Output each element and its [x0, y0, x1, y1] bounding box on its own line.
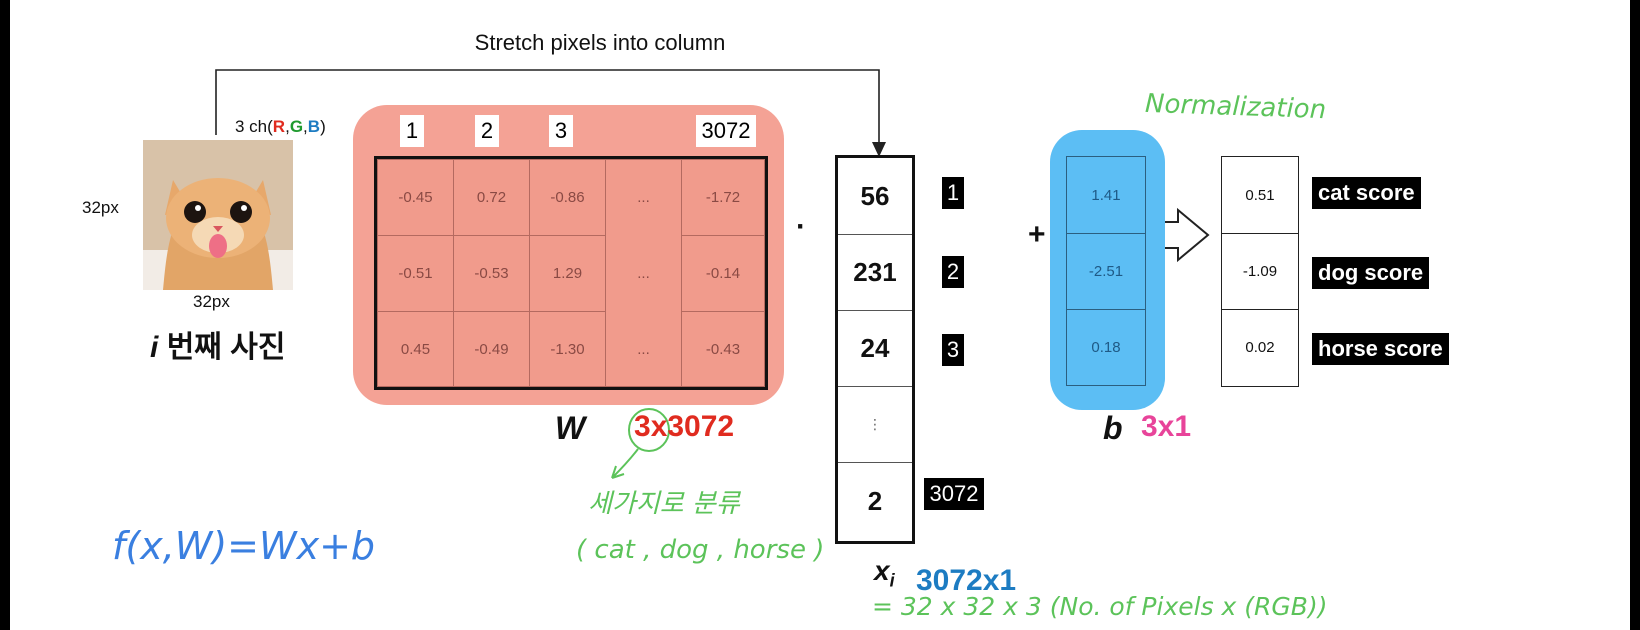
channel-g: G	[289, 117, 304, 136]
channel-b: B	[307, 117, 321, 136]
height-label: 32px	[82, 198, 119, 217]
image-caption: i 번째 사진	[150, 331, 286, 364]
diagram-canvas: Stretch pixels into column 3 ch(R,G,B) 3…	[10, 0, 1630, 630]
bias-cell: 1.41	[1067, 157, 1145, 234]
stretch-arrowhead	[872, 142, 886, 157]
formula-note: f(x,W)=Wx+b	[112, 524, 376, 568]
weight-cell: 0.45	[377, 311, 454, 387]
weight-cell: 1.29	[529, 235, 606, 312]
cat-photo	[143, 140, 293, 290]
bias-symbol: b	[1103, 410, 1123, 446]
weight-cell: 0.72	[453, 159, 530, 236]
weight-col-label: 3072	[696, 115, 756, 147]
weight-ellipsis-column	[605, 159, 682, 387]
handdrawn-circle-icon	[628, 408, 670, 452]
x-dims: 3072x1	[916, 564, 1017, 597]
classes-korean-note: 세가지로 분류	[588, 489, 740, 519]
weight-ellipsis: ...	[637, 189, 650, 206]
channels-label: 3 ch(R,G,B)	[235, 117, 326, 136]
weight-ellipsis: ...	[637, 265, 650, 282]
weight-matrix: -0.45 0.72 -0.86 -1.72 -0.51 -0.53 1.29 …	[374, 156, 768, 390]
weight-cell: -0.51	[377, 235, 454, 312]
plus-operator: +	[1028, 218, 1046, 251]
bias-cell: -2.51	[1067, 233, 1145, 310]
weight-col-label: 1	[400, 115, 424, 147]
weight-col-label: 2	[475, 115, 499, 147]
stretch-arrow-line	[215, 69, 880, 150]
pixel-value-cell: 56	[838, 158, 912, 235]
horse-score-label: horse score	[1312, 333, 1449, 365]
handdrawn-pointer-icon	[611, 448, 639, 479]
weight-col-label: 3	[549, 115, 573, 147]
pixel-value-cell: 24	[838, 310, 912, 387]
channel-r: R	[272, 117, 286, 136]
width-label: 32px	[193, 292, 230, 311]
pixel-index-label: 2	[942, 256, 964, 288]
pixel-value-cell: 231	[838, 234, 912, 311]
pixel-ellipsis-cell: ⋮	[838, 386, 912, 463]
normalization-note: Normalization	[1144, 88, 1327, 126]
weight-cell: -0.14	[681, 235, 765, 312]
pixel-column-vector: 56 231 24 ⋮ 2	[835, 155, 915, 544]
weight-cell: -0.86	[529, 159, 606, 236]
diagram-title: Stretch pixels into column	[474, 30, 726, 55]
pixel-index-label: 3072	[924, 478, 984, 510]
weight-cell: -1.72	[681, 159, 765, 236]
pixel-index-label: 3	[942, 334, 964, 366]
weight-cell: -1.30	[529, 311, 606, 387]
weight-cell: -0.53	[453, 235, 530, 312]
pixel-value-cell: 2	[867, 486, 883, 516]
weight-cell: -0.49	[453, 311, 530, 387]
score-cell: -1.09	[1222, 233, 1298, 310]
bias-vector: 1.41 -2.51 0.18	[1066, 156, 1146, 386]
bias-dims: 3x1	[1141, 410, 1192, 443]
weight-dims: 3x3072	[634, 410, 735, 443]
connector-lines	[215, 69, 1210, 479]
score-vector: 0.51 -1.09 0.02	[1221, 156, 1299, 387]
weight-symbol: W	[555, 410, 586, 446]
pixel-index-label: 1	[942, 177, 964, 209]
dog-score-label: dog score	[1312, 257, 1430, 289]
bias-cell: 0.18	[1091, 338, 1121, 356]
weight-ellipsis: ...	[637, 340, 650, 358]
weight-cell: -0.45	[377, 159, 454, 236]
weight-cell: -0.43	[681, 311, 765, 387]
pixels-note: = 32 x 32 x 3 (No. of Pixels x (RGB))	[872, 592, 1328, 621]
score-cell: 0.51	[1222, 157, 1298, 234]
classes-note: ( cat , dog , horse )	[576, 535, 825, 565]
dot-operator: ·	[796, 210, 806, 243]
x-symbol: xi	[874, 555, 895, 591]
score-cell: 0.02	[1245, 339, 1275, 356]
cat-score-label: cat score	[1312, 177, 1421, 209]
